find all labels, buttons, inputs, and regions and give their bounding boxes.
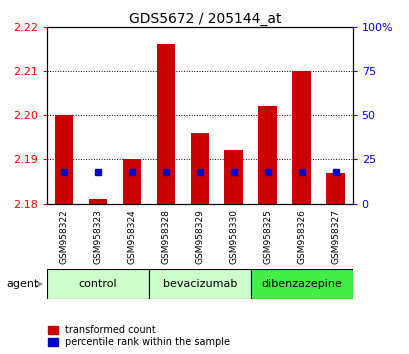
Text: GSM958327: GSM958327 [330, 209, 339, 264]
Bar [250, 269, 352, 299]
Legend: transformed count, percentile rank within the sample: transformed count, percentile rank withi… [46, 323, 231, 349]
Text: GSM958322: GSM958322 [59, 209, 68, 264]
Bar [88, 199, 107, 204]
Bar [148, 269, 250, 299]
Bar [258, 106, 276, 204]
Text: GSM958330: GSM958330 [229, 209, 238, 264]
Bar [326, 173, 344, 204]
Text: GSM958326: GSM958326 [297, 209, 306, 264]
Text: GSM958325: GSM958325 [263, 209, 272, 264]
Text: dibenzazepine: dibenzazepine [261, 279, 341, 289]
Text: GSM958323: GSM958323 [93, 209, 102, 264]
Text: GSM958324: GSM958324 [127, 209, 136, 264]
Text: GDS5672 / 205144_at: GDS5672 / 205144_at [128, 12, 281, 27]
Text: GSM958329: GSM958329 [195, 209, 204, 264]
Text: agent: agent [6, 279, 38, 289]
Bar [156, 44, 175, 204]
Bar [47, 269, 148, 299]
Text: bevacizumab: bevacizumab [162, 279, 236, 289]
Bar [55, 115, 73, 204]
Bar [190, 133, 209, 204]
Bar [224, 150, 243, 204]
Text: GSM958328: GSM958328 [161, 209, 170, 264]
Bar [122, 159, 141, 204]
Text: control: control [79, 279, 117, 289]
Bar [292, 71, 310, 204]
